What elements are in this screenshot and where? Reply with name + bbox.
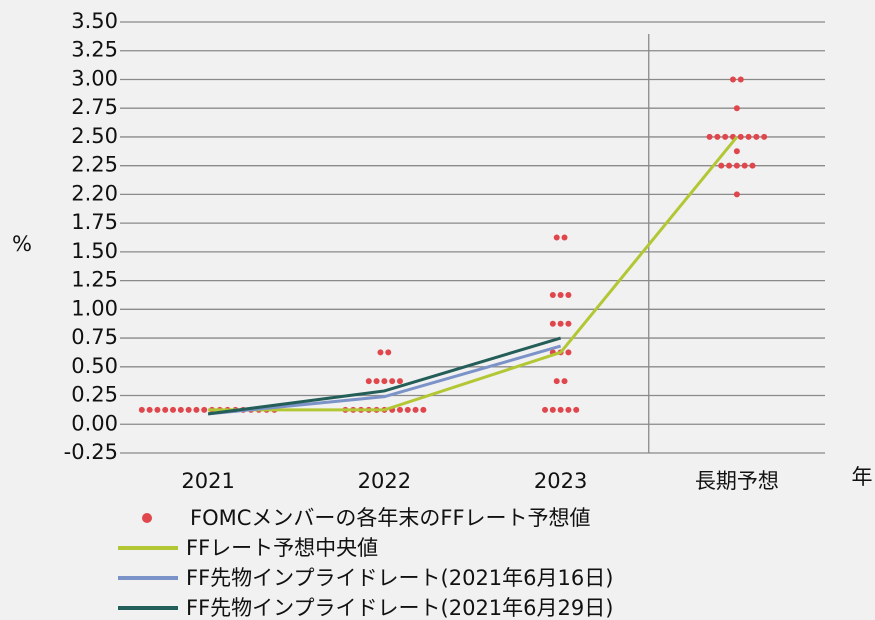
- dot: [381, 378, 388, 385]
- y-tick-label: 0.75: [71, 325, 118, 349]
- series-line: [207, 336, 562, 416]
- dot: [737, 76, 744, 83]
- dot: [706, 133, 713, 140]
- dot: [553, 378, 560, 385]
- dot: [365, 378, 372, 385]
- dot: [420, 406, 427, 413]
- dot: [714, 133, 721, 140]
- dot: [557, 291, 564, 298]
- y-tick-label: 3.00: [71, 66, 118, 90]
- dot: [396, 406, 403, 413]
- dot: [737, 133, 744, 140]
- dot: [549, 406, 556, 413]
- dot: [749, 162, 756, 169]
- y-tick-label: 1.00: [71, 296, 118, 320]
- dot: [373, 378, 380, 385]
- dot: [138, 406, 145, 413]
- x-tick-label: 2022: [358, 469, 411, 493]
- dot: [733, 148, 740, 155]
- dot: [726, 162, 733, 169]
- dot: [729, 76, 736, 83]
- dot: [761, 133, 768, 140]
- dot: [185, 406, 192, 413]
- dot: [718, 162, 725, 169]
- dot: [549, 320, 556, 327]
- dot: [565, 291, 572, 298]
- dot: [561, 378, 568, 385]
- dot: [154, 406, 161, 413]
- dot: [177, 406, 184, 413]
- dot: [377, 349, 384, 356]
- y-tick-label: 0.25: [71, 383, 118, 407]
- dot: [553, 234, 560, 241]
- y-tick-label: 0.50: [71, 354, 118, 378]
- y-tick-label: 1.75: [71, 210, 118, 234]
- dot: [733, 162, 740, 169]
- dot: [404, 406, 411, 413]
- dot: [722, 133, 729, 140]
- y-tick-label: 2.50: [71, 124, 118, 148]
- dot: [412, 406, 419, 413]
- y-axis-label: %: [12, 232, 32, 256]
- y-tick-label: 1.25: [71, 268, 118, 292]
- series-line: [208, 135, 739, 412]
- y-tick-label: 2.25: [71, 153, 118, 177]
- legend-dot: [142, 513, 152, 523]
- y-tick-label: 0.00: [71, 411, 118, 435]
- legend-label: FF先物インプライドレート(2021年6月29日): [186, 596, 613, 620]
- dot: [565, 349, 572, 356]
- legend-label: FOMCメンバーの各年末のFFレート予想値: [190, 506, 591, 530]
- legend-label: FF先物インプライドレート(2021年6月16日): [186, 566, 613, 590]
- dot: [733, 191, 740, 198]
- dot: [745, 133, 752, 140]
- y-tick-label: -0.25: [64, 440, 118, 464]
- dot: [565, 320, 572, 327]
- y-tick-label: 3.50: [71, 9, 118, 33]
- dot: [741, 162, 748, 169]
- y-tick-label: 3.25: [71, 38, 118, 62]
- series-line: [207, 344, 562, 416]
- legend-label: FFレート予想中央値: [186, 536, 378, 560]
- dot: [396, 378, 403, 385]
- dot: [557, 320, 564, 327]
- dot: [201, 406, 208, 413]
- dot: [162, 406, 169, 413]
- dot: [385, 349, 392, 356]
- y-tick-label: 2.75: [71, 95, 118, 119]
- x-tick-label: 2021: [181, 469, 234, 493]
- x-axis-label: 年: [852, 465, 873, 489]
- dot: [170, 406, 177, 413]
- y-tick-label: 2.20: [71, 181, 118, 205]
- dot: [561, 234, 568, 241]
- dot: [557, 406, 564, 413]
- dot: [573, 406, 580, 413]
- dot: [753, 133, 760, 140]
- dot: [565, 406, 572, 413]
- dot: [542, 406, 549, 413]
- dot: [733, 105, 740, 112]
- dot: [193, 406, 200, 413]
- dot: [389, 378, 396, 385]
- y-tick-label: 1.50: [71, 239, 118, 263]
- x-tick-label: 長期予想: [695, 469, 779, 493]
- dot: [146, 406, 153, 413]
- dot: [549, 291, 556, 298]
- x-tick-label: 2023: [534, 469, 587, 493]
